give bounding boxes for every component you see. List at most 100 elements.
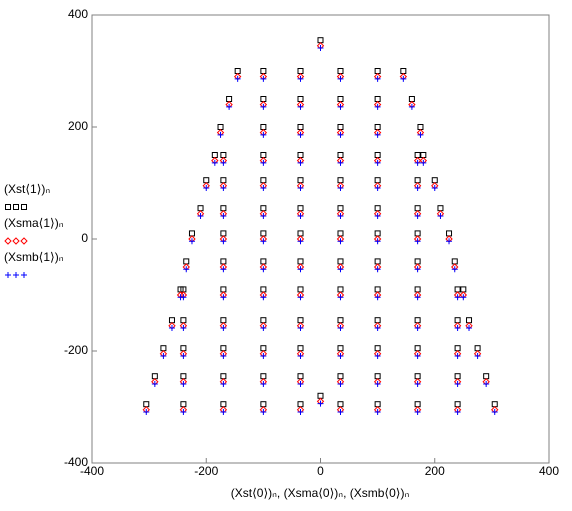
plus-marker (188, 238, 195, 245)
square-marker (180, 345, 187, 352)
plus-marker (374, 103, 381, 110)
square-marker (337, 96, 344, 102)
legend-label: (Xsmb⟨1⟩)ₙ (4, 250, 64, 264)
square-marker (220, 258, 227, 265)
plus-marker (337, 185, 344, 192)
square-marker (197, 205, 204, 212)
plus-marker (337, 238, 344, 245)
square-marker (317, 392, 324, 399)
square-marker (420, 152, 427, 158)
plus-marker (260, 381, 267, 388)
square-marker (337, 205, 344, 212)
square-marker (260, 258, 267, 265)
plus-marker (260, 294, 267, 301)
square-marker (337, 345, 344, 352)
plus-marker (414, 325, 421, 332)
plus-marker (297, 266, 304, 273)
square-marker (297, 317, 304, 324)
plus-marker (260, 238, 267, 245)
plus-marker (483, 381, 490, 388)
plus-marker (297, 353, 304, 360)
x-tick-label: 400 (539, 464, 559, 478)
plus-marker (211, 159, 218, 166)
plus-marker (220, 325, 227, 332)
plus-marker (220, 213, 227, 220)
plus-marker (297, 185, 304, 192)
square-marker (337, 124, 344, 130)
square-marker (203, 177, 210, 184)
x-tick-label: -400 (80, 464, 104, 478)
plus-marker (414, 185, 421, 192)
plus-marker (491, 409, 498, 416)
square-marker (260, 177, 267, 184)
plus-marker (337, 131, 344, 138)
square-marker (337, 68, 344, 74)
plus-marker (374, 325, 381, 332)
square-marker (454, 286, 461, 293)
square-marker (454, 401, 461, 408)
square-marker (183, 258, 190, 265)
plus-marker (337, 75, 344, 82)
y-tick-label: 200 (68, 119, 88, 133)
plus-marker (374, 238, 381, 245)
square-marker (260, 373, 267, 380)
plus-marker (454, 294, 461, 301)
square-marker (414, 230, 421, 237)
x-tick-label: 0 (317, 464, 324, 478)
square-marker (260, 96, 267, 102)
plus-marker (466, 325, 473, 332)
square-marker (400, 68, 407, 74)
plus-marker (260, 409, 267, 416)
plus-marker (420, 159, 427, 166)
square-marker (297, 205, 304, 212)
square-marker (414, 401, 421, 408)
square-marker (180, 373, 187, 380)
plus-marker (297, 381, 304, 388)
square-marker (297, 258, 304, 265)
plus-marker (317, 400, 324, 407)
square-marker (337, 230, 344, 237)
legend-label: (Xsma⟨1⟩)ₙ (4, 216, 64, 230)
x-tick-label: -200 (194, 464, 218, 478)
plus-marker (234, 75, 241, 82)
y-tick-label: -200 (64, 343, 88, 357)
square-marker (21, 204, 27, 210)
plus-marker (180, 409, 187, 416)
plus-marker (337, 353, 344, 360)
square-marker (437, 205, 444, 212)
square-marker (374, 317, 381, 324)
diamond-marker (20, 237, 28, 245)
square-marker (220, 345, 227, 352)
plus-marker (220, 381, 227, 388)
square-marker (297, 152, 304, 158)
square-marker (180, 317, 187, 324)
diamond-marker (4, 237, 12, 245)
plus-marker (337, 103, 344, 110)
square-marker (220, 401, 227, 408)
square-marker (337, 317, 344, 324)
plus-marker (297, 238, 304, 245)
plus-marker (217, 131, 224, 138)
plus-marker (297, 131, 304, 138)
square-marker (414, 345, 421, 352)
plus-marker (297, 325, 304, 332)
square-marker (217, 124, 224, 130)
square-marker (491, 401, 498, 408)
plus-marker (220, 159, 227, 166)
plus-marker (414, 381, 421, 388)
square-marker (260, 286, 267, 293)
square-marker (454, 317, 461, 324)
square-marker (168, 317, 175, 324)
plus-marker (168, 325, 175, 332)
y-tick-label: -400 (64, 455, 88, 469)
square-marker (260, 401, 267, 408)
plus-marker (297, 213, 304, 220)
square-marker (414, 286, 421, 293)
plus-marker (414, 213, 421, 220)
square-marker (260, 124, 267, 130)
plus-marker (13, 272, 19, 278)
plus-marker (260, 159, 267, 166)
square-marker (220, 177, 227, 184)
plus-marker (297, 103, 304, 110)
